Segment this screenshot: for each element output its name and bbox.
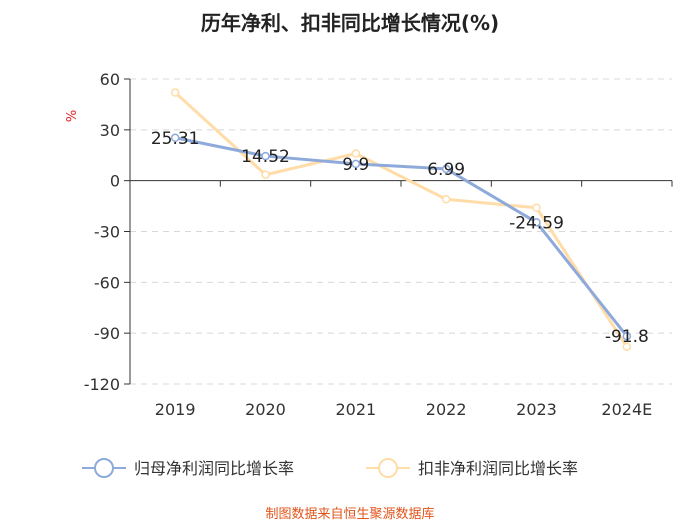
- series-point: [351, 159, 361, 169]
- y-tick-label: -90: [94, 324, 120, 343]
- series-point: [261, 151, 270, 161]
- data-label: -24.59: [509, 213, 564, 233]
- x-tick-label: 2019: [155, 400, 196, 419]
- y-tick-label: -120: [84, 375, 120, 394]
- y-tick-label: 30: [100, 121, 120, 140]
- series-point: [622, 342, 632, 351]
- series-line: [174, 91, 629, 348]
- y-tick-label: 60: [100, 70, 120, 89]
- chart-title: 历年净利、扣非同比增长情况(%): [201, 11, 499, 35]
- series-point: [622, 331, 632, 341]
- series-point: [261, 170, 270, 179]
- data-label: 25.31: [151, 129, 200, 149]
- x-tick-label: 2021: [335, 400, 376, 419]
- data-label: 14.52: [241, 147, 290, 167]
- series-point: [441, 164, 451, 174]
- legend-marker: [378, 458, 398, 478]
- source-note: 制图数据来自恒生聚源数据库: [265, 506, 434, 522]
- series-point: [441, 195, 451, 204]
- y-tick-label: -30: [94, 223, 120, 242]
- series-point: [532, 218, 541, 227]
- x-tick-label: 2024E: [601, 400, 652, 419]
- legend-label: 归母净利润同比增长率: [134, 459, 294, 478]
- x-tick-label: 2023: [516, 400, 557, 419]
- y-tick-label: 0: [110, 172, 120, 191]
- series-point: [351, 149, 361, 158]
- data-label: 9.9: [342, 155, 369, 175]
- y-axis-label: %: [65, 110, 80, 122]
- y-tick-labels: 60 30 0 -30 -60 -90 -120: [84, 70, 120, 394]
- series-point: [170, 133, 180, 143]
- legend-marker: [94, 458, 114, 478]
- data-label: 6.99: [427, 160, 465, 180]
- series-point: [532, 203, 541, 213]
- series-layer: [170, 88, 632, 351]
- data-label: -91.8: [605, 327, 649, 347]
- grid-lines: [130, 78, 672, 385]
- x-tick-labels: 2019 2020 2021 2022 2023 2024E: [155, 400, 652, 419]
- data-labels: 25.31 14.52 9.9 6.99 -24.59 -91.8: [151, 129, 649, 347]
- series-point: [170, 88, 180, 97]
- x-tick-label: 2022: [426, 400, 467, 419]
- legend-label: 扣非净利润同比增长率: [418, 459, 578, 478]
- axes: [124, 78, 673, 385]
- y-tick-label: -60: [94, 273, 120, 292]
- legend: 归母净利润同比增长率 扣非净利润同比增长率: [82, 458, 578, 478]
- series-line: [174, 136, 629, 338]
- x-tick-label: 2020: [245, 400, 286, 419]
